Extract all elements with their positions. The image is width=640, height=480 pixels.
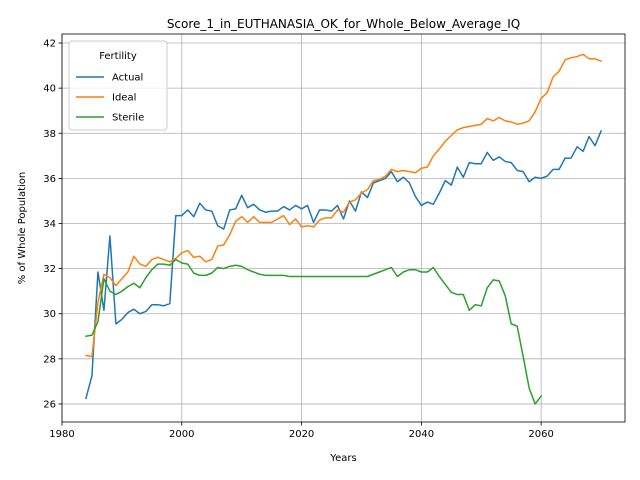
y-tick-label: 34 xyxy=(43,219,56,230)
axis-ticks: 1980 2000 2020 2040 2060 26 28 30 32 34 36 38 40 42 xyxy=(43,39,554,440)
y-tick-label: 32 xyxy=(43,264,56,275)
series-lines xyxy=(85,53,603,405)
legend-box xyxy=(68,40,168,131)
x-tick-label: 1980 xyxy=(49,429,74,440)
y-axis-label: % of Whole Population xyxy=(17,172,28,285)
series-line-sterile xyxy=(85,258,543,405)
y-tick-label: 36 xyxy=(43,174,56,185)
y-tick-label: 38 xyxy=(43,129,56,140)
y-tick-label: 30 xyxy=(43,309,56,320)
x-axis-label: Years xyxy=(329,453,356,464)
x-tick-label: 2000 xyxy=(169,429,194,440)
x-tick-label: 2040 xyxy=(409,429,434,440)
legend-label-actual: Actual xyxy=(112,73,143,84)
series-line-ideal xyxy=(85,53,603,358)
y-tick-label: 26 xyxy=(43,399,56,410)
legend-label-ideal: Ideal xyxy=(112,93,136,104)
y-tick-label: 42 xyxy=(43,39,56,50)
legend-label-sterile: Sterile xyxy=(112,113,144,124)
y-tick-label: 28 xyxy=(43,354,56,365)
chart-title: Score_1_in_EUTHANASIA_OK_for_Whole_Below… xyxy=(167,17,520,31)
x-tick-label: 2020 xyxy=(289,429,314,440)
series-line-actual xyxy=(85,130,603,400)
grid-lines xyxy=(61,34,625,422)
y-tick-label: 40 xyxy=(43,84,56,95)
legend: Fertility Actual Ideal Sterile xyxy=(68,40,168,131)
legend-title: Fertility xyxy=(99,51,137,62)
x-tick-label: 2060 xyxy=(528,429,553,440)
plot-frame xyxy=(61,33,626,423)
